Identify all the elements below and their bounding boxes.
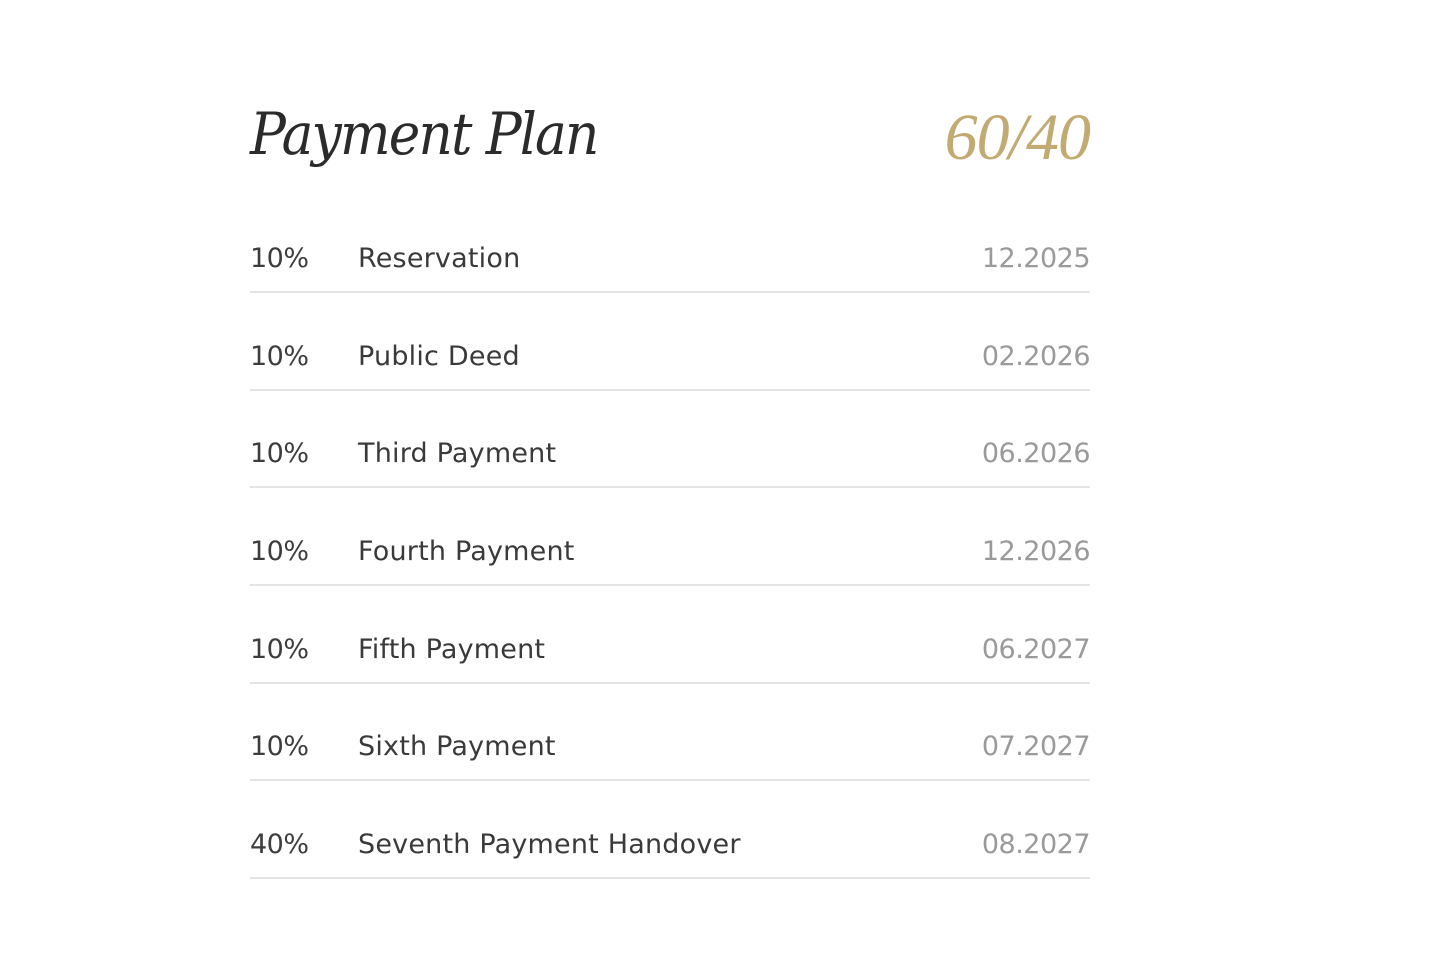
payment-label: Fourth Payment [358,536,575,568]
row-divider [250,779,1090,782]
payment-percent: 10% [250,731,309,763]
payment-row: 10% Reservation 12.2025 [250,228,1091,326]
payment-label: Seventh Payment Handover [358,829,741,861]
row-divider [250,584,1090,587]
payment-ratio: 60/40 [944,101,1091,174]
header: Payment Plan 60/40 [250,100,1091,180]
payment-schedule: 10% Reservation 12.2025 10% Public Deed 02.20… [250,228,1091,912]
payment-label: Sixth Payment [358,731,556,763]
page-title: Payment Plan [250,100,599,168]
row-divider [250,486,1090,489]
payment-date: 02.2026 [981,340,1091,372]
payment-percent: 40% [250,829,309,861]
payment-row: 10% Public Deed 02.2026 [250,326,1091,424]
payment-percent: 10% [250,243,309,274]
payment-date: 06.2027 [981,633,1091,665]
payment-percent: 10% [250,340,309,372]
row-divider [250,291,1090,293]
row-divider [250,877,1090,880]
payment-row: 10% Third Payment 06.2026 [250,423,1091,521]
payment-percent: 10% [250,438,309,470]
payment-date: 08.2027 [981,829,1091,861]
payment-label: Third Payment [358,438,557,470]
payment-row: 10% Fifth Payment 06.2027 [250,619,1091,717]
payment-percent: 10% [250,633,309,665]
payment-percent: 10% [250,536,309,568]
payment-label: Reservation [358,243,521,274]
payment-row: 10% Fourth Payment 12.2026 [250,521,1091,619]
payment-date: 12.2026 [981,536,1091,568]
payment-row: 40% Seventh Payment Handover 08.2027 [250,814,1091,912]
payment-date: 12.2025 [981,243,1091,274]
payment-label: Public Deed [358,340,520,372]
row-divider [250,388,1090,391]
payment-label: Fifth Payment [358,633,546,665]
payment-date: 07.2027 [981,731,1091,763]
payment-row: 10% Sixth Payment 07.2027 [250,716,1091,814]
row-divider [250,681,1090,684]
payment-date: 06.2026 [981,438,1091,470]
